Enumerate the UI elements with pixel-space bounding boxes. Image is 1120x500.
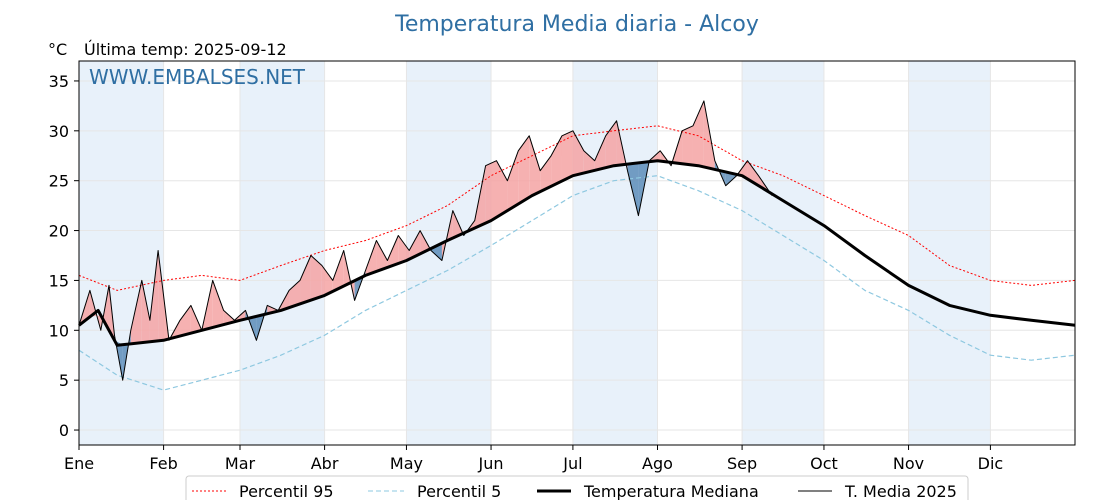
y-tick-label: 20 (49, 222, 69, 241)
x-tick-label: Oct (810, 454, 838, 473)
anomaly-above-fill (518, 135, 530, 204)
x-tick-label: Nov (893, 454, 924, 473)
legend-current-label: T. Media 2025 (844, 482, 957, 500)
series-line-median (78, 159, 1076, 347)
x-tick-label: Dic (978, 454, 1004, 473)
unit-label: °C (48, 40, 67, 59)
month-band (572, 61, 658, 445)
chart-title: Temperatura Media diaria - Alcoy (394, 12, 759, 37)
anomaly-above-fill (321, 265, 333, 297)
x-tick-label: Abr (311, 454, 339, 473)
anomaly-above-fill (682, 125, 693, 166)
legend-box (185, 475, 969, 500)
month-band (742, 61, 824, 445)
x-tick-label: Jun (478, 454, 504, 473)
grid-lines (78, 61, 1075, 445)
x-tick-label: Feb (149, 454, 177, 473)
x-tick-label: Sep (727, 454, 757, 473)
plot-frame (78, 60, 1076, 446)
anomaly-above-fill (149, 250, 159, 342)
y-tick-label: 5 (59, 371, 69, 390)
y-tick-label: 35 (49, 72, 69, 91)
anomaly-above-fill (398, 235, 410, 264)
month-bands (79, 61, 991, 445)
anomaly-above-fill (300, 255, 311, 304)
series-line-p5 (78, 175, 1076, 391)
x-axis: Ene Feb Mar Abr May Jun Jul Ago Sep Oct Nov Dic (64, 445, 1003, 473)
y-tick-label: 0 (59, 421, 69, 440)
anomaly-above-fill (507, 150, 519, 211)
anomaly-above-fill (130, 280, 142, 344)
anomaly-above-fill (289, 280, 301, 308)
y-axis: 0 5 10 15 20 25 30 35 (49, 72, 79, 440)
anomaly-above-fill (540, 155, 552, 192)
anomaly-above-fill (212, 280, 224, 328)
anomaly-above-fill (692, 100, 704, 167)
series-lines (78, 100, 1076, 391)
legend: Percentil 95 Percentil 5 Temperatura Med… (185, 475, 969, 500)
watermark: WWW.EMBALSES.NET (89, 65, 306, 89)
last-temp-subtitle: Última temp: 2025-09-12 (84, 40, 287, 59)
anomaly-above-fill (485, 160, 497, 224)
y-tick-label: 25 (49, 172, 69, 191)
anomaly-above-fill (179, 305, 191, 336)
x-tick-label: May (390, 454, 423, 473)
anomaly-above-fill (551, 135, 562, 187)
month-band (239, 61, 325, 445)
anomaly-above-fill (529, 135, 541, 198)
y-tick-label: 30 (49, 122, 69, 141)
legend-p95-label: Percentil 95 (239, 482, 334, 500)
anomaly-above-fill (561, 130, 573, 182)
anomaly-above-fill (496, 160, 508, 218)
series-line-current (78, 100, 773, 381)
legend-median-label: Temperatura Mediana (583, 482, 759, 500)
anomaly-above-fill (594, 135, 606, 171)
anomaly-above-fill (387, 235, 399, 268)
anomaly-above-fill (583, 150, 595, 174)
x-tick-label: Mar (225, 454, 256, 473)
anomaly-above-fill (310, 255, 322, 301)
x-tick-label: Jul (562, 454, 582, 473)
legend-p5-label: Percentil 5 (417, 482, 501, 500)
anomaly-above-fill (376, 240, 388, 272)
anomaly-fills (79, 100, 773, 381)
month-band (79, 61, 164, 445)
series-line-p95 (78, 125, 1076, 291)
x-tick-label: Ago (642, 454, 673, 473)
anomaly-above-fill (409, 230, 421, 260)
month-band (908, 61, 991, 445)
y-tick-label: 15 (49, 271, 69, 290)
y-tick-label: 10 (49, 321, 69, 340)
anomaly-above-fill (332, 250, 344, 292)
anomaly-above-fill (572, 130, 584, 176)
x-tick-label: Ene (64, 454, 94, 473)
anomaly-above-fill (141, 280, 150, 343)
anomaly-below-fill (725, 171, 737, 186)
